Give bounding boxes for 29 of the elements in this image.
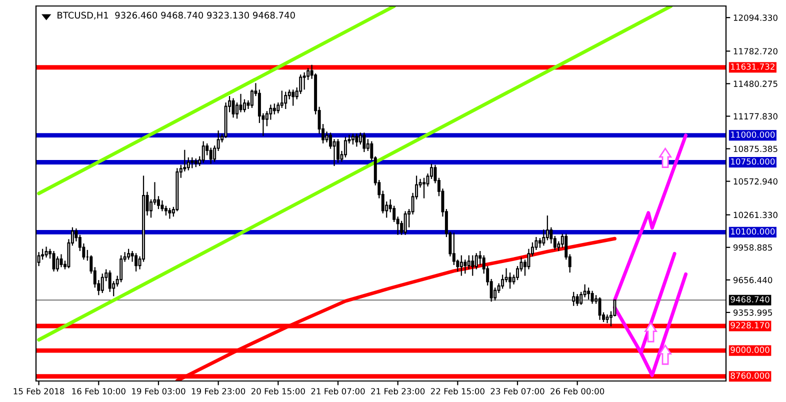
x-tick-label: 23 Feb 07:00 <box>490 388 544 394</box>
ref-line-label: 11631.732 <box>731 63 774 70</box>
y-tick-label: 12094.330 <box>734 14 778 21</box>
ref-line-label: 9000.000 <box>730 346 770 353</box>
ref-line-label: 10100.000 <box>731 228 775 235</box>
ref-line-label: 9228.170 <box>730 322 770 328</box>
ref-line-label: 10750.000 <box>731 158 775 165</box>
ref-line-label: 8760.000 <box>730 372 770 379</box>
x-tick-label: 15 Feb 2018 <box>14 388 64 394</box>
ref-line-label: 9468.740 <box>730 296 770 303</box>
x-tick-label: 16 Feb 10:00 <box>72 388 126 394</box>
x-tick-label: 21 Feb 23:00 <box>371 388 425 394</box>
x-tick-label: 22 Feb 15:00 <box>430 388 484 394</box>
x-tick-label: 19 Feb 03:00 <box>132 388 186 394</box>
y-tick-label: 9353.995 <box>733 309 772 316</box>
x-tick-label: 19 Feb 23:00 <box>192 388 246 394</box>
y-tick-label: 11480.275 <box>734 80 778 87</box>
x-tick-label: 20 Feb 15:00 <box>251 388 305 394</box>
x-tick-label: 21 Feb 07:00 <box>311 388 365 394</box>
y-tick-label: 11782.720 <box>734 48 778 54</box>
y-tick-label: 9656.440 <box>733 276 772 284</box>
y-tick-label: 11177.830 <box>734 113 778 120</box>
y-tick-label: 10572.940 <box>734 178 778 185</box>
y-tick-label: 9958.885 <box>733 244 772 251</box>
ref-line-label: 11000.000 <box>731 131 775 138</box>
y-tick-label: 10875.385 <box>734 146 778 152</box>
x-tick-label: 26 Feb 00:00 <box>550 388 604 394</box>
y-tick-label: 10261.330 <box>734 212 778 218</box>
text: BTCUSD,H1 9326.460 9468.740 9323.130 9468.740 <box>58 12 295 20</box>
